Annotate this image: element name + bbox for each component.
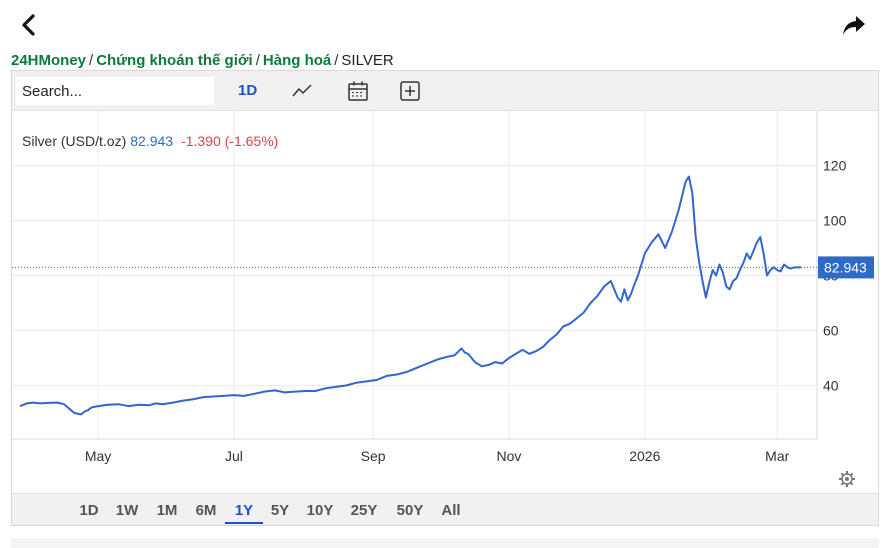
breadcrumb-link-home[interactable]: 24HMoney [11,52,87,69]
range-button-1d[interactable]: 1D [79,502,99,519]
price-line-series [19,175,801,416]
y-tick-label: 60 [823,323,839,339]
range-button-all[interactable]: All [441,502,461,519]
x-tick-label: May [85,448,111,464]
x-tick-label: Jul [225,448,243,464]
chart-legend: Silver (USD/t.oz) 82.943 -1.390 (-1.65%) [22,133,278,149]
range-button-5y[interactable]: 5Y [270,502,290,519]
date-range-button[interactable] [346,79,370,103]
breadcrumb: 24HMoney / Chứng khoán thế giới / Hàng hoá / S… [11,52,394,69]
range-button-1w[interactable]: 1W [115,502,139,519]
last-price-tag-label: 82.943 [824,259,867,275]
active-range-underline [225,522,263,524]
legend-series-name: Silver (USD/t.oz) [22,133,127,149]
chart-widget: 1D 4060801001 [11,70,879,526]
x-tick-label: Mar [765,448,789,464]
range-button-1y[interactable]: 1Y [234,502,254,519]
plus-box-icon [400,81,420,101]
share-button[interactable] [839,10,869,40]
x-tick-label: Nov [497,448,522,464]
range-button-10y[interactable]: 10Y [306,502,334,519]
top-bar [0,0,887,50]
add-indicator-button[interactable] [398,79,422,103]
interval-button[interactable]: 1D [238,82,258,99]
y-tick-label: 100 [823,213,847,229]
chevron-left-icon [22,14,35,36]
x-tick-label: Sep [361,448,386,464]
gear-icon [839,471,855,487]
line-chart-icon [292,84,312,97]
breadcrumb-separator: / [89,52,94,69]
range-button-1m[interactable]: 1M [156,502,178,519]
page-bottom-strip [11,538,879,548]
breadcrumb-current: SILVER [341,52,394,69]
range-button-25y[interactable]: 25Y [350,502,378,519]
legend-change: -1.390 (-1.65%) [181,133,279,149]
calendar-icon [348,81,368,101]
range-button-6m[interactable]: 6M [195,502,217,519]
last-price-tag: 82.943 [818,256,874,279]
legend-last-value: 82.943 [130,133,174,149]
range-button-50y[interactable]: 50Y [396,502,424,519]
symbol-search-input[interactable] [16,77,214,105]
last-price-tag-background [818,256,874,279]
y-tick-label: 40 [823,378,839,394]
share-arrow-icon [843,16,865,35]
breadcrumb-link-world-stocks[interactable]: Chứng khoán thế giới [96,52,253,69]
price-chart[interactable]: 406080100120MayJulSepNov2026Mar 82.943 [12,111,878,493]
chart-type-button[interactable] [290,79,314,103]
chart-settings-button[interactable] [839,471,855,487]
range-selector: 1D 1W 1M 6M 1Y 5Y 10Y 25Y 50Y All [12,493,878,525]
chart-toolbar: 1D [12,71,878,111]
plot-area[interactable]: 406080100120MayJulSepNov2026Mar 82.943 [12,111,878,493]
breadcrumb-separator: / [255,52,260,69]
x-tick-label: 2026 [629,448,660,464]
back-button[interactable] [14,10,44,40]
y-tick-label: 120 [823,158,847,174]
breadcrumb-link-commodities[interactable]: Hàng hoá [262,52,332,69]
breadcrumb-separator: / [334,52,339,69]
